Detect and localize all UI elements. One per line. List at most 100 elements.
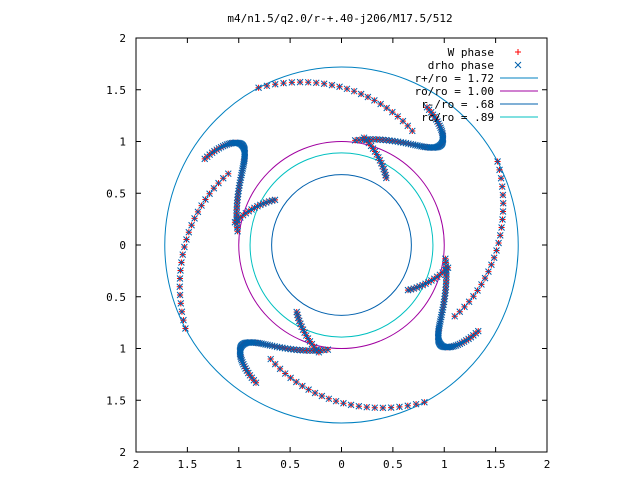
drho-phase-point	[188, 221, 195, 229]
y-tick-label: 1	[119, 136, 126, 149]
legend-label: W phase	[448, 46, 494, 59]
chart-title: m4/n1.5/q2.0/r-+.40-j206/M17.5/512	[227, 12, 452, 25]
drho-phase-point	[497, 174, 505, 182]
drho-phase-point	[221, 141, 229, 149]
drho-phase-point	[304, 78, 312, 86]
drho-phase-point	[176, 291, 184, 299]
drho-phase-point	[490, 254, 498, 262]
drho-phase-point	[412, 141, 419, 149]
drho-phase-point	[235, 184, 243, 192]
drho-phase-point	[320, 80, 328, 88]
drho-phase-point	[306, 338, 314, 345]
drho-phase-point	[394, 138, 402, 146]
drho-phase-point	[262, 341, 269, 348]
drho-phase-point	[239, 165, 247, 172]
drho-phase-point	[456, 340, 464, 348]
drho-phase-point	[454, 341, 462, 349]
y-tick-label: 1.5	[106, 394, 126, 407]
drho-phase-point	[176, 275, 184, 282]
drho-phase-point	[438, 128, 446, 135]
drho-phase-point	[363, 403, 371, 411]
x-tick-label: 1.5	[177, 458, 197, 471]
drho-phase-point	[252, 379, 260, 387]
drho-phase-point	[387, 404, 395, 411]
drho-phase-point	[202, 196, 209, 203]
legend-marker	[514, 61, 522, 69]
phase-points	[176, 78, 507, 412]
drho-phase-point	[240, 360, 247, 368]
drho-phase-point	[298, 382, 306, 390]
drho-phase-point	[439, 303, 447, 311]
drho-phase-point	[236, 179, 244, 187]
legend-label: rc/ro = .89	[421, 111, 494, 124]
legend-label: ro/ro = 1.00	[415, 85, 494, 98]
drho-phase-point	[470, 292, 477, 300]
drho-phase-point	[436, 318, 444, 325]
drho-phase-point	[498, 183, 506, 190]
drho-phase-point	[245, 207, 253, 215]
drho-phase-point	[440, 298, 448, 306]
drho-phase-point	[177, 267, 184, 274]
drho-phase-point	[332, 397, 340, 405]
x-tick-label: 2	[133, 458, 140, 471]
drho-phase-point	[281, 344, 289, 352]
drho-phase-point	[176, 283, 184, 291]
drho-phase-point	[278, 344, 286, 352]
reference-circles	[164, 66, 519, 424]
drho-phase-point	[288, 79, 296, 86]
drho-phase-point	[485, 268, 492, 275]
drho-phase-point	[394, 113, 402, 120]
drho-phase-point	[185, 228, 193, 236]
drho-phase-point	[423, 103, 431, 111]
drho-phase-point	[400, 139, 407, 146]
radius-circle	[271, 174, 412, 316]
drho-phase-point	[494, 158, 501, 165]
drho-phase-point	[182, 325, 189, 332]
drho-phase-point	[499, 208, 507, 215]
drho-phase-point	[371, 148, 379, 155]
x-tick-label: 0.5	[383, 458, 403, 471]
drho-phase-point	[430, 275, 438, 283]
drho-phase-point	[191, 215, 198, 222]
drho-phase-point	[496, 232, 504, 239]
drho-phase-point	[178, 259, 185, 266]
x-tick-label: 1.5	[486, 458, 506, 471]
drho-phase-point	[495, 239, 502, 247]
drho-phase-point	[493, 247, 500, 254]
drho-phase-point	[183, 236, 190, 243]
x-tick-label: 0.5	[280, 458, 300, 471]
drho-phase-point	[383, 104, 391, 112]
x-tick-label: 2	[544, 458, 551, 471]
drho-phase-point	[236, 182, 243, 189]
drho-phase-point	[225, 140, 233, 148]
drho-phase-point	[397, 138, 405, 146]
drho-phase-point	[237, 355, 245, 362]
drho-phase-point	[181, 243, 188, 251]
drho-phase-point	[263, 82, 271, 90]
y-tick-label: 0	[119, 239, 126, 252]
drho-phase-point	[318, 392, 326, 400]
drho-phase-point	[239, 358, 246, 366]
y-tick-label: 1	[119, 343, 126, 356]
drho-phase-point	[336, 83, 343, 91]
drho-phase-point	[201, 155, 209, 163]
drho-phase-point	[198, 202, 205, 209]
drho-phase-point	[210, 184, 218, 192]
drho-phase-point	[231, 218, 239, 226]
drho-phase-point	[194, 208, 202, 216]
drho-phase-point	[177, 300, 185, 307]
x-tick-label: 1	[235, 458, 242, 471]
drho-phase-point	[499, 216, 506, 223]
drho-phase-point	[287, 374, 294, 382]
drho-phase-point	[276, 344, 283, 351]
drho-phase-point	[223, 141, 231, 148]
drho-phase-point	[481, 274, 489, 282]
drho-phase-point	[498, 224, 505, 231]
drho-phase-point	[178, 308, 186, 316]
drho-phase-point	[287, 345, 295, 353]
drho-phase-point	[412, 400, 420, 408]
y-tick-label: 1.5	[106, 84, 126, 97]
drho-phase-point	[450, 342, 458, 350]
